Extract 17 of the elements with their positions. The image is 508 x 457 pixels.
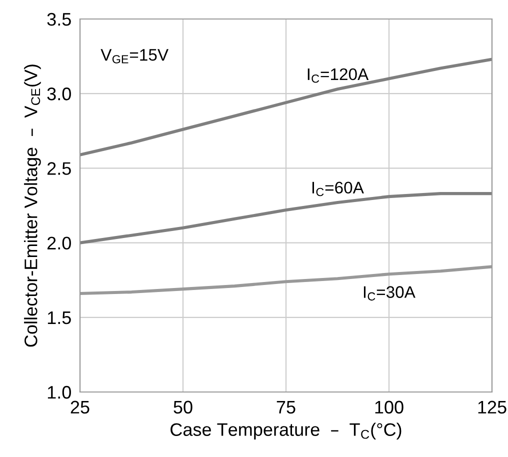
series-label: I$_{C}$=60A — [312, 182, 364, 196]
annotation: V$_{GE}$=15V — [100, 49, 168, 64]
x-tick-label: 75 — [276, 400, 296, 414]
x-tick-label: 25 — [70, 400, 90, 414]
y-tick-label: 3.0 — [47, 88, 71, 100]
y-tick-label: 3.5 — [47, 12, 71, 26]
series-label: I$_{C}$=120A — [308, 68, 369, 83]
x-tick-label: 125 — [478, 400, 506, 414]
y-tick-label: 1.5 — [48, 312, 71, 324]
y-axis-title: Collector-Emitter Voltage – V$_{CE}$(V) — [24, 64, 41, 347]
x-axis-title: Case Temperature – T$_{C}$(°C) — [170, 422, 402, 440]
x-tick-label: 50 — [174, 400, 192, 414]
y-tick-label: 2.0 — [47, 236, 71, 250]
x-tick-label: 100 — [375, 400, 404, 414]
y-tick-label: 1.0 — [48, 386, 71, 399]
series-label: I$_{C}$=30A — [364, 286, 416, 301]
y-tick-label: 2.5 — [47, 162, 71, 175]
